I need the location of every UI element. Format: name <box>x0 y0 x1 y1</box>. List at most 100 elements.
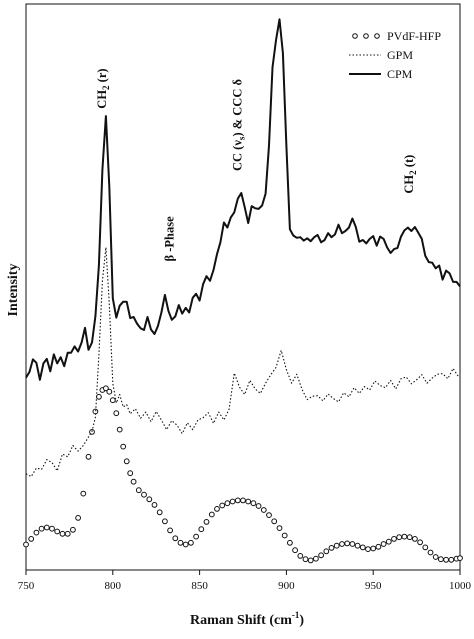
data-point <box>23 541 29 548</box>
series-gpm-line <box>25 246 461 478</box>
peak-annotation-text: CH <box>95 90 109 109</box>
legend-marker <box>374 33 380 39</box>
data-point <box>224 500 231 507</box>
data-point <box>28 536 35 542</box>
data-point <box>307 557 314 564</box>
data-point <box>396 534 403 541</box>
data-point <box>349 541 356 547</box>
x-tick-label: 900 <box>278 580 295 592</box>
data-point <box>113 410 120 417</box>
legend-marker <box>352 33 358 39</box>
data-point <box>240 497 246 504</box>
data-point <box>432 554 439 560</box>
data-point <box>106 388 113 395</box>
data-point <box>313 555 319 562</box>
data-point <box>375 543 382 550</box>
x-axis-title-superscript: -1 <box>292 610 300 620</box>
legend-label: CPM <box>387 67 413 81</box>
data-point <box>198 526 205 533</box>
data-point <box>323 548 330 555</box>
data-point <box>271 518 278 525</box>
peak-annotation-subscript: 2 <box>408 170 418 175</box>
data-point <box>276 525 283 531</box>
data-point <box>427 549 434 556</box>
data-point <box>49 525 55 532</box>
peak-annotation-tail: (t) <box>402 155 416 171</box>
peak-annotation: β -Phase <box>163 216 177 262</box>
x-tick-label: 750 <box>18 580 35 592</box>
data-point <box>229 498 236 505</box>
series-cpm-line <box>25 18 461 381</box>
data-point <box>123 458 130 465</box>
data-point <box>103 385 109 392</box>
data-point <box>448 556 455 563</box>
data-point <box>167 527 174 534</box>
data-point <box>130 478 137 485</box>
data-point <box>380 541 387 547</box>
data-point <box>64 530 71 537</box>
data-point <box>70 526 76 533</box>
data-point <box>214 506 220 512</box>
data-point <box>302 556 309 563</box>
data-point <box>401 533 408 540</box>
data-point <box>266 512 272 518</box>
data-point <box>260 507 267 513</box>
data-point <box>422 544 429 551</box>
data-point <box>250 500 257 507</box>
data-point <box>116 426 123 433</box>
data-point <box>370 545 377 552</box>
data-point <box>96 393 102 400</box>
peak-annotation-text: CC (ν <box>230 140 244 171</box>
data-point <box>75 515 81 521</box>
peak-annotation-subscript: s <box>236 136 246 140</box>
data-point <box>141 491 147 498</box>
data-point <box>193 533 200 540</box>
legend-label: GPM <box>387 48 413 62</box>
data-point <box>457 555 463 561</box>
peak-annotation-text: CH <box>402 175 416 194</box>
data-point <box>203 519 210 525</box>
series-pvdf-hfp <box>23 385 463 564</box>
peak-annotation: CH2 (t) <box>402 155 418 194</box>
data-point <box>354 542 361 549</box>
x-tick-label: 850 <box>191 580 208 592</box>
data-point <box>438 556 444 563</box>
data-point <box>162 518 168 525</box>
data-point <box>172 535 179 542</box>
data-point <box>318 552 325 559</box>
data-point <box>109 397 116 404</box>
x-axis-title-close: ) <box>299 613 304 628</box>
y-axis-title: Intensity <box>6 264 21 317</box>
data-point <box>443 556 450 563</box>
data-point <box>43 524 50 531</box>
data-point <box>151 502 158 508</box>
data-point <box>391 536 397 542</box>
peak-annotation-subscript: 2 <box>101 85 111 90</box>
data-point <box>38 525 45 532</box>
data-point <box>287 539 293 546</box>
legend-marker <box>363 33 369 39</box>
data-point <box>208 511 215 518</box>
data-point <box>406 534 413 541</box>
peak-annotation: CH2 (r) <box>95 68 111 108</box>
data-point <box>135 487 142 494</box>
data-point <box>85 453 92 460</box>
data-point <box>245 498 252 505</box>
data-point <box>281 532 288 539</box>
data-point <box>80 490 87 497</box>
peak-annotation-tail: ) & CCC δ <box>230 79 244 137</box>
data-point <box>365 546 371 552</box>
data-point <box>328 545 335 551</box>
data-point <box>156 509 163 516</box>
x-axis-title: Raman Shift (cm-1) <box>190 610 304 628</box>
data-point <box>297 553 304 559</box>
x-tick-label: 950 <box>365 580 382 592</box>
x-axis-title-text: Raman Shift (cm <box>190 613 292 628</box>
data-point <box>412 536 418 542</box>
peak-annotation-text: β -Phase <box>163 216 177 262</box>
data-point <box>385 538 392 545</box>
data-point <box>33 529 40 536</box>
data-point <box>120 443 127 450</box>
